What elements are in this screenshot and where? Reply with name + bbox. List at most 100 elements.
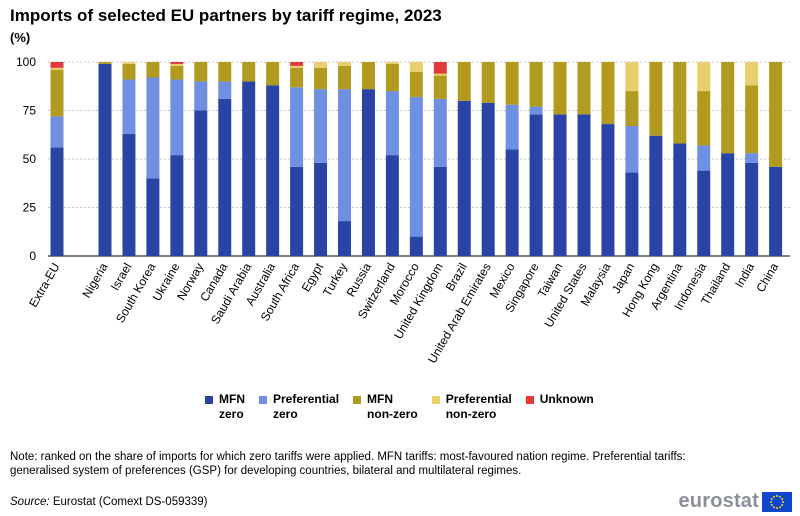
bar-segment bbox=[314, 89, 328, 163]
legend-swatch bbox=[525, 396, 534, 404]
source-text: Eurostat (Comext DS-059339) bbox=[49, 496, 208, 508]
bar-segment bbox=[553, 62, 567, 115]
bar-segment bbox=[673, 143, 687, 256]
bar-segment bbox=[745, 162, 759, 256]
bar-segment bbox=[433, 62, 447, 74]
bar-segment bbox=[98, 62, 112, 64]
bar-segment bbox=[409, 62, 423, 72]
legend-item[interactable]: Unknown bbox=[525, 392, 594, 422]
bar-segment bbox=[721, 62, 735, 154]
eurostat-logo[interactable]: eurostat bbox=[678, 490, 792, 513]
y-tick-label: 50 bbox=[23, 152, 37, 166]
bar-segment bbox=[577, 114, 591, 256]
unit-label: (%) bbox=[10, 30, 31, 45]
bar-segment bbox=[745, 62, 759, 86]
bar-segment bbox=[697, 91, 711, 146]
bar-segment bbox=[314, 162, 328, 256]
bar-segment bbox=[457, 62, 471, 101]
y-tick-label: 0 bbox=[29, 249, 36, 263]
bar-segment bbox=[385, 91, 399, 156]
bar-segment bbox=[457, 100, 471, 256]
bar-segment bbox=[170, 65, 184, 80]
bar-segment bbox=[290, 65, 304, 68]
legend-label: MFN non-zero bbox=[367, 392, 418, 421]
legend-label: MFN zero bbox=[219, 392, 245, 421]
eu-flag-icon bbox=[762, 491, 792, 512]
y-tick-label: 100 bbox=[16, 55, 36, 69]
bar-segment bbox=[409, 96, 423, 237]
bar-segment bbox=[361, 62, 375, 90]
bar-segment bbox=[146, 62, 160, 78]
bar-segment bbox=[433, 73, 447, 76]
bar-segment bbox=[505, 149, 519, 256]
bar-segment bbox=[433, 166, 447, 256]
bar-segment bbox=[218, 98, 232, 256]
bar-segment bbox=[481, 62, 495, 103]
bar-segment bbox=[266, 62, 280, 86]
bar-segment bbox=[625, 172, 639, 256]
bar-segment bbox=[697, 145, 711, 171]
bar-segment bbox=[721, 153, 735, 256]
bar-segment bbox=[625, 126, 639, 173]
bar-segment bbox=[290, 166, 304, 256]
bar-segment bbox=[529, 106, 543, 115]
legend-item[interactable]: MFN zero bbox=[205, 392, 245, 422]
bar-segment bbox=[625, 91, 639, 127]
legend-label: Preferential zero bbox=[273, 392, 340, 421]
bar-segment bbox=[505, 62, 519, 105]
bar-segment bbox=[194, 110, 208, 256]
chart-source: Source: Eurostat (Comext DS-059339) bbox=[10, 496, 208, 508]
bar-segment bbox=[242, 81, 256, 257]
bar-segment bbox=[98, 63, 112, 256]
bar-segment bbox=[170, 155, 184, 256]
bar-segment bbox=[505, 104, 519, 150]
y-tick-label: 75 bbox=[23, 104, 37, 118]
bar-segment bbox=[50, 147, 64, 256]
bar-segment bbox=[385, 62, 399, 64]
bar-segment bbox=[649, 135, 663, 256]
legend-item[interactable]: Preferential zero bbox=[259, 392, 339, 422]
legend: MFN zero Preferential zero MFN non-zero Pre… bbox=[205, 392, 594, 422]
bar-segment bbox=[529, 114, 543, 256]
bar-segment bbox=[769, 166, 783, 256]
legend-swatch bbox=[431, 396, 440, 404]
x-tick-label: Extra-EU bbox=[26, 261, 62, 310]
legend-label: Preferential non-zero bbox=[445, 392, 512, 421]
bar-segment bbox=[481, 102, 495, 257]
x-tick-label: Nigeria bbox=[79, 260, 110, 300]
bar-segment bbox=[697, 62, 711, 92]
bar-segment bbox=[218, 62, 232, 82]
bar-segment bbox=[194, 62, 208, 82]
legend-label: Unknown bbox=[539, 392, 594, 406]
bar-segment bbox=[122, 62, 136, 64]
bar-segment bbox=[625, 62, 639, 92]
bar-segment bbox=[745, 85, 759, 154]
bar-segment bbox=[361, 89, 375, 256]
legend-item[interactable]: MFN non-zero bbox=[353, 392, 418, 422]
bar-segment bbox=[194, 81, 208, 111]
bar-segment bbox=[314, 67, 328, 90]
bar-segment bbox=[433, 98, 447, 167]
bar-segment bbox=[50, 69, 64, 117]
legend-item[interactable]: Preferential non-zero bbox=[431, 392, 512, 422]
bar-segment bbox=[50, 116, 64, 148]
bar-segment bbox=[218, 81, 232, 99]
bar-segment bbox=[122, 133, 136, 256]
bar-segment bbox=[338, 221, 351, 256]
legend-swatch bbox=[205, 396, 213, 404]
bar-segment bbox=[266, 85, 280, 256]
bar-segment bbox=[697, 170, 711, 256]
bar-segment bbox=[170, 62, 184, 64]
bar-segment bbox=[146, 178, 160, 256]
bar-segment bbox=[601, 62, 615, 125]
bar-segment bbox=[385, 155, 399, 256]
bar-segment bbox=[170, 79, 184, 156]
bar-segment bbox=[649, 62, 663, 136]
bar-segment bbox=[338, 89, 351, 222]
x-tick-label: China bbox=[753, 260, 781, 294]
chart-title: Imports of selected EU partners by tarif… bbox=[10, 6, 442, 25]
source-label: Source: bbox=[10, 496, 50, 508]
bar-segment bbox=[146, 77, 160, 179]
bar-segment bbox=[601, 124, 615, 256]
logo-text: eurostat bbox=[678, 490, 759, 512]
